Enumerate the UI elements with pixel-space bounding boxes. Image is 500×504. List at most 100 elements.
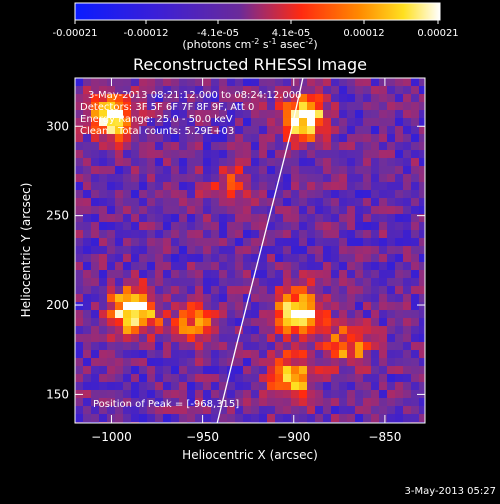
heatmap-cell xyxy=(195,86,203,94)
heatmap-cell xyxy=(347,318,355,326)
heatmap-cell xyxy=(219,286,227,294)
heatmap-cell xyxy=(371,110,379,118)
heatmap-cell xyxy=(219,334,227,342)
heatmap-cell xyxy=(203,158,211,166)
heatmap-cell xyxy=(323,94,331,102)
heatmap-cell xyxy=(347,166,355,174)
heatmap-cell xyxy=(171,390,179,398)
heatmap-cell xyxy=(339,382,347,390)
heatmap-cell xyxy=(91,78,99,86)
heatmap-cell xyxy=(339,342,347,350)
heatmap-cell xyxy=(195,414,203,422)
heatmap-cell xyxy=(139,102,147,110)
heatmap-cell xyxy=(363,110,371,118)
heatmap-cell xyxy=(147,318,155,326)
heatmap-cell xyxy=(251,246,259,254)
heatmap-cell xyxy=(235,366,243,374)
heatmap-cell xyxy=(371,134,379,142)
heatmap-cell xyxy=(251,238,259,246)
heatmap-cell xyxy=(299,262,307,270)
heatmap-cell xyxy=(291,102,299,110)
heatmap-cell xyxy=(387,318,395,326)
heatmap-cell xyxy=(411,302,419,310)
heatmap-cell xyxy=(419,342,425,350)
heatmap-cell xyxy=(331,302,339,310)
heatmap-cell xyxy=(83,102,91,110)
heatmap-cell xyxy=(259,270,267,278)
heatmap-cell xyxy=(355,382,363,390)
heatmap-cell xyxy=(219,358,227,366)
heatmap-cell xyxy=(347,126,355,134)
heatmap-cell xyxy=(283,86,291,94)
heatmap-cell xyxy=(355,270,363,278)
heatmap-cell xyxy=(235,94,243,102)
heatmap-cell xyxy=(243,390,251,398)
heatmap-cell xyxy=(163,390,171,398)
heatmap-cell xyxy=(227,150,235,158)
heatmap-cell xyxy=(403,398,411,406)
heatmap-cell xyxy=(323,118,331,126)
heatmap-cell xyxy=(379,342,387,350)
heatmap-cell xyxy=(283,358,291,366)
heatmap-cell xyxy=(275,398,283,406)
heatmap-cell xyxy=(243,102,251,110)
heatmap-cell xyxy=(275,166,283,174)
heatmap-cell xyxy=(411,350,419,358)
heatmap-cell xyxy=(315,294,323,302)
heatmap-cell xyxy=(299,342,307,350)
heatmap-cell xyxy=(379,174,387,182)
heatmap-cell xyxy=(283,214,291,222)
heatmap-cell xyxy=(291,374,299,382)
heatmap-cell xyxy=(155,374,163,382)
heatmap-cell xyxy=(395,254,403,262)
heatmap-cell xyxy=(323,334,331,342)
heatmap-cell xyxy=(259,342,267,350)
heatmap-cell xyxy=(179,174,187,182)
heatmap-cell xyxy=(371,174,379,182)
heatmap-cell xyxy=(395,214,403,222)
heatmap-cell xyxy=(403,86,411,94)
heatmap-cell xyxy=(147,366,155,374)
heatmap-cell xyxy=(195,366,203,374)
heatmap-cell xyxy=(115,94,123,102)
heatmap-cell xyxy=(211,350,219,358)
heatmap-cell xyxy=(235,382,243,390)
heatmap-cell xyxy=(275,206,283,214)
heatmap-cell xyxy=(107,278,115,286)
heatmap-cell xyxy=(179,110,187,118)
heatmap-cell xyxy=(395,166,403,174)
heatmap-cell xyxy=(363,246,371,254)
heatmap-cell xyxy=(131,246,139,254)
heatmap-cell xyxy=(179,222,187,230)
heatmap-cell xyxy=(315,198,323,206)
heatmap-cell xyxy=(131,182,139,190)
heatmap-cell xyxy=(379,150,387,158)
heatmap-cell xyxy=(347,110,355,118)
heatmap-cell xyxy=(251,358,259,366)
heatmap-cell xyxy=(75,166,83,174)
heatmap-cell xyxy=(179,366,187,374)
heatmap-cell xyxy=(219,110,227,118)
heatmap-cell xyxy=(163,398,171,406)
heatmap-cell xyxy=(275,286,283,294)
heatmap-cell xyxy=(195,174,203,182)
heatmap-cell xyxy=(179,206,187,214)
heatmap-cell xyxy=(355,110,363,118)
y-tick-label: 250 xyxy=(46,209,69,223)
heatmap-cell xyxy=(171,278,179,286)
heatmap-cell xyxy=(291,366,299,374)
heatmap-cell xyxy=(91,382,99,390)
heatmap-cell xyxy=(211,302,219,310)
heatmap-cell xyxy=(99,78,107,86)
heatmap-cell xyxy=(91,342,99,350)
heatmap-cell xyxy=(283,198,291,206)
heatmap-cell xyxy=(171,358,179,366)
heatmap-cell xyxy=(235,110,243,118)
heatmap-cell xyxy=(275,182,283,190)
heatmap-cell xyxy=(147,174,155,182)
heatmap-cell xyxy=(107,406,115,414)
heatmap-cell xyxy=(275,126,283,134)
heatmap-cell xyxy=(347,102,355,110)
heatmap-cell xyxy=(315,286,323,294)
heatmap-cell xyxy=(307,358,315,366)
